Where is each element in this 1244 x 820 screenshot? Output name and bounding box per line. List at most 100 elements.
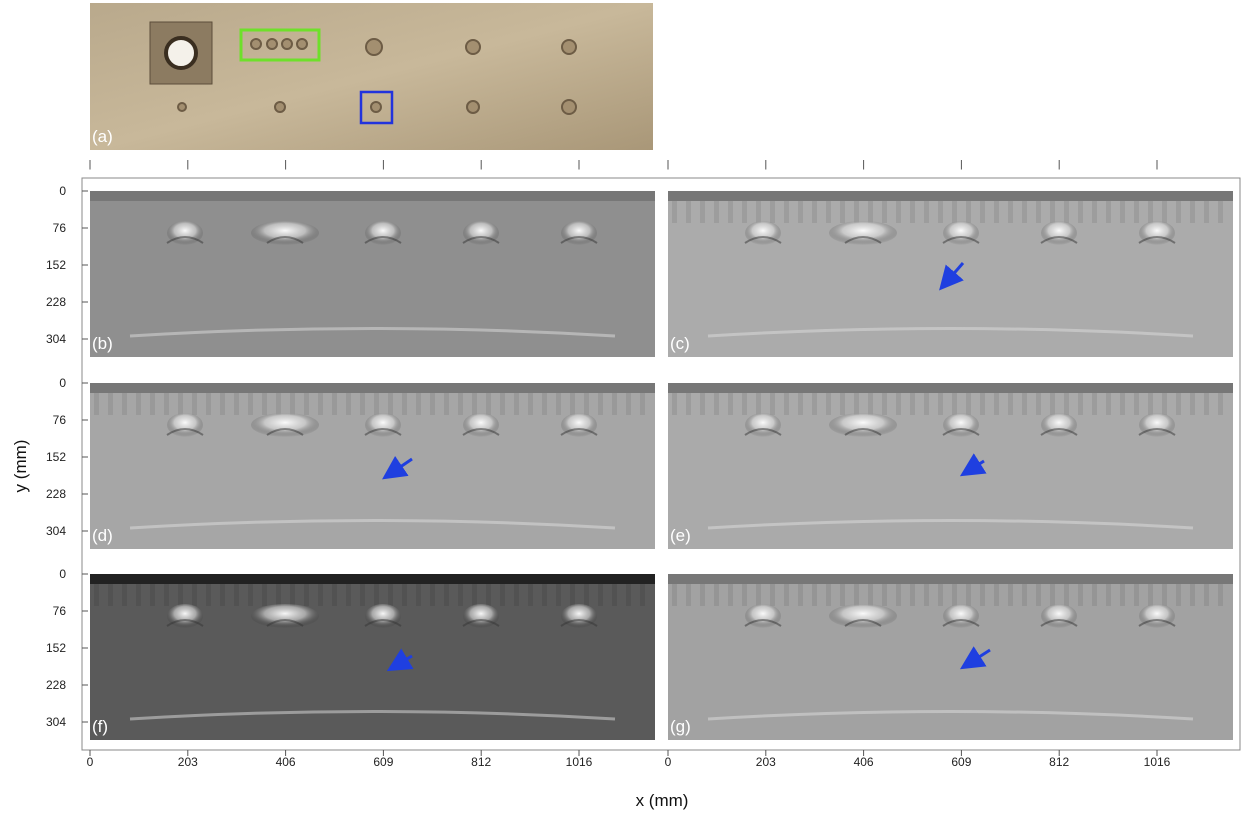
stripe	[150, 584, 155, 606]
stripe	[1078, 393, 1083, 415]
stripe	[304, 393, 309, 415]
x-tick-label: 0	[87, 755, 94, 769]
surface-band	[90, 383, 655, 393]
stripe	[1036, 584, 1041, 606]
panel-label: (g)	[670, 717, 691, 736]
stripe	[1036, 393, 1041, 415]
reflection	[251, 221, 319, 245]
y-tick-label: 76	[53, 604, 67, 618]
stripe	[178, 584, 183, 606]
stripe	[756, 201, 761, 223]
stripe	[136, 584, 141, 606]
stripe	[1050, 584, 1055, 606]
stripe	[728, 393, 733, 415]
scan-panel: (e)	[668, 383, 1233, 549]
stripe	[910, 201, 915, 223]
reflection	[943, 604, 979, 628]
stripe	[444, 584, 449, 606]
stripe	[1190, 201, 1195, 223]
stripe	[248, 393, 253, 415]
stripe	[416, 584, 421, 606]
stripe	[826, 393, 831, 415]
stripe	[220, 584, 225, 606]
figure: (a)(b)(c)(d)(e)(f)(g)0761522283040761522…	[0, 0, 1244, 815]
stripe	[1064, 584, 1069, 606]
stripe	[770, 201, 775, 223]
x-tick-label: 203	[756, 755, 776, 769]
y-tick-label: 304	[46, 715, 66, 729]
stripe	[1218, 201, 1223, 223]
stripe	[1064, 393, 1069, 415]
stripe	[1176, 201, 1181, 223]
stripe	[122, 584, 127, 606]
stripe	[700, 393, 705, 415]
stripe	[672, 393, 677, 415]
stripe	[178, 393, 183, 415]
stripe	[556, 393, 561, 415]
stripe	[1022, 201, 1027, 223]
stripe	[1162, 584, 1167, 606]
stripe	[952, 584, 957, 606]
photo-panel	[90, 3, 653, 150]
surface-band	[668, 191, 1233, 201]
reflection	[943, 221, 979, 245]
stripe	[868, 201, 873, 223]
stripe	[290, 584, 295, 606]
stripe	[220, 393, 225, 415]
y-tick-label: 304	[46, 332, 66, 346]
stripe	[952, 201, 957, 223]
stripe	[612, 393, 617, 415]
stripe	[966, 584, 971, 606]
reflection	[829, 604, 897, 628]
stripe	[1092, 584, 1097, 606]
x-tick-label: 406	[276, 755, 296, 769]
stripe	[430, 393, 435, 415]
stripe	[854, 584, 859, 606]
stripe	[164, 584, 169, 606]
stripe	[94, 393, 99, 415]
x-axis-label: x (mm)	[636, 791, 689, 810]
stripe	[640, 393, 645, 415]
page: {"panels": [{"label": "(a)"}, {"label": …	[0, 0, 1244, 815]
reflection	[1041, 413, 1077, 437]
reflection	[167, 413, 203, 437]
reflection	[365, 413, 401, 437]
stripe	[598, 584, 603, 606]
stripe	[882, 584, 887, 606]
stripe	[150, 393, 155, 415]
panel-label: (c)	[670, 334, 690, 353]
stripe	[1036, 201, 1041, 223]
stripe	[486, 393, 491, 415]
stripe	[1064, 201, 1069, 223]
stripe	[1134, 201, 1139, 223]
stripe	[784, 584, 789, 606]
stripe	[1190, 393, 1195, 415]
stripe	[728, 201, 733, 223]
stripe	[416, 393, 421, 415]
stripe	[304, 584, 309, 606]
stripe	[388, 584, 393, 606]
stripe	[108, 393, 113, 415]
stripe	[1148, 584, 1153, 606]
reflection	[167, 604, 203, 628]
stripe	[742, 584, 747, 606]
reflection	[1041, 604, 1077, 628]
stripe	[812, 201, 817, 223]
scan-panel: (c)	[668, 191, 1233, 357]
reflection	[463, 221, 499, 245]
reflection	[829, 221, 897, 245]
stripe	[528, 393, 533, 415]
stripe	[700, 584, 705, 606]
stripe	[192, 584, 197, 606]
stripe	[700, 201, 705, 223]
stripe	[938, 584, 943, 606]
reflection	[167, 221, 203, 245]
stripe	[840, 584, 845, 606]
reflection	[561, 604, 597, 628]
stripe	[1218, 584, 1223, 606]
x-tick-label: 812	[1049, 755, 1069, 769]
reflection	[745, 413, 781, 437]
reflection	[745, 221, 781, 245]
panel-label: (d)	[92, 526, 113, 545]
stripe	[1008, 393, 1013, 415]
